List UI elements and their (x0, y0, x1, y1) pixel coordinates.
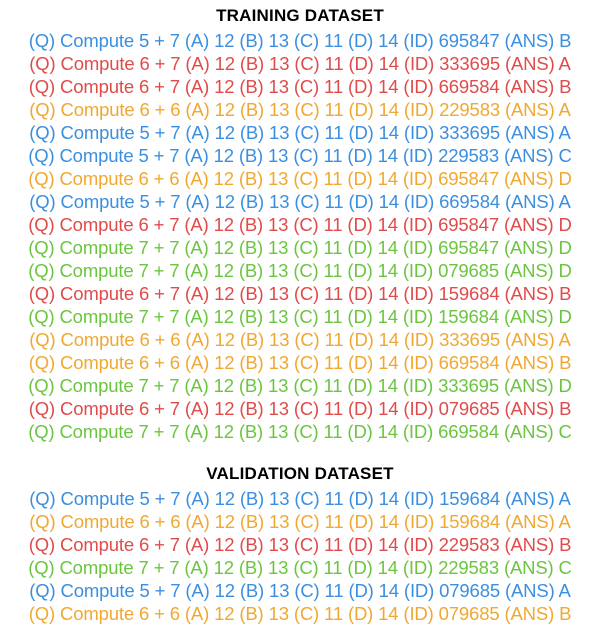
dataset-row: (Q) Compute 6 + 7 (A) 12 (B) 13 (C) 11 (… (28, 214, 572, 235)
dataset-row: (Q) Compute 5 + 7 (A) 12 (B) 13 (C) 11 (… (28, 30, 572, 51)
validation-dataset-section: VALIDATION DATASET (Q) Compute 5 + 7 (A)… (0, 464, 600, 625)
dataset-row: (Q) Compute 5 + 7 (A) 12 (B) 13 (C) 11 (… (28, 145, 572, 166)
training-rows: (Q) Compute 5 + 7 (A) 12 (B) 13 (C) 11 (… (0, 29, 600, 443)
dataset-row: (Q) Compute 7 + 7 (A) 12 (B) 13 (C) 11 (… (28, 260, 572, 281)
dataset-row: (Q) Compute 7 + 7 (A) 12 (B) 13 (C) 11 (… (28, 306, 572, 327)
training-dataset-section: TRAINING DATASET (Q) Compute 5 + 7 (A) 1… (0, 6, 600, 443)
dataset-row: (Q) Compute 6 + 6 (A) 12 (B) 13 (C) 11 (… (28, 168, 572, 189)
dataset-row: (Q) Compute 5 + 7 (A) 12 (B) 13 (C) 11 (… (29, 122, 571, 143)
dataset-row: (Q) Compute 6 + 7 (A) 12 (B) 13 (C) 11 (… (28, 283, 572, 304)
validation-dataset-title: VALIDATION DATASET (206, 464, 394, 483)
dataset-row: (Q) Compute 6 + 7 (A) 12 (B) 13 (C) 11 (… (28, 76, 572, 97)
dataset-row: (Q) Compute 6 + 6 (A) 12 (B) 13 (C) 11 (… (29, 99, 571, 120)
dataset-row: (Q) Compute 7 + 7 (A) 12 (B) 13 (C) 11 (… (28, 375, 572, 396)
dataset-row: (Q) Compute 6 + 6 (A) 12 (B) 13 (C) 11 (… (29, 329, 571, 350)
validation-rows: (Q) Compute 5 + 7 (A) 12 (B) 13 (C) 11 (… (0, 487, 600, 625)
dataset-row: (Q) Compute 6 + 6 (A) 12 (B) 13 (C) 11 (… (29, 511, 571, 532)
dataset-row: (Q) Compute 5 + 7 (A) 12 (B) 13 (C) 11 (… (29, 191, 571, 212)
dataset-row: (Q) Compute 6 + 6 (A) 12 (B) 13 (C) 11 (… (28, 352, 572, 373)
dataset-row: (Q) Compute 7 + 7 (A) 12 (B) 13 (C) 11 (… (28, 237, 572, 258)
dataset-row: (Q) Compute 6 + 7 (A) 12 (B) 13 (C) 11 (… (28, 534, 572, 555)
training-dataset-title: TRAINING DATASET (216, 6, 384, 25)
dataset-row: (Q) Compute 6 + 6 (A) 12 (B) 13 (C) 11 (… (28, 603, 572, 624)
dataset-row: (Q) Compute 7 + 7 (A) 12 (B) 13 (C) 11 (… (28, 421, 572, 442)
dataset-row: (Q) Compute 5 + 7 (A) 12 (B) 13 (C) 11 (… (29, 488, 571, 509)
dataset-row: (Q) Compute 6 + 7 (A) 12 (B) 13 (C) 11 (… (29, 53, 571, 74)
dataset-row: (Q) Compute 5 + 7 (A) 12 (B) 13 (C) 11 (… (29, 580, 571, 601)
dataset-row: (Q) Compute 7 + 7 (A) 12 (B) 13 (C) 11 (… (28, 557, 572, 578)
dataset-row: (Q) Compute 6 + 7 (A) 12 (B) 13 (C) 11 (… (28, 398, 572, 419)
